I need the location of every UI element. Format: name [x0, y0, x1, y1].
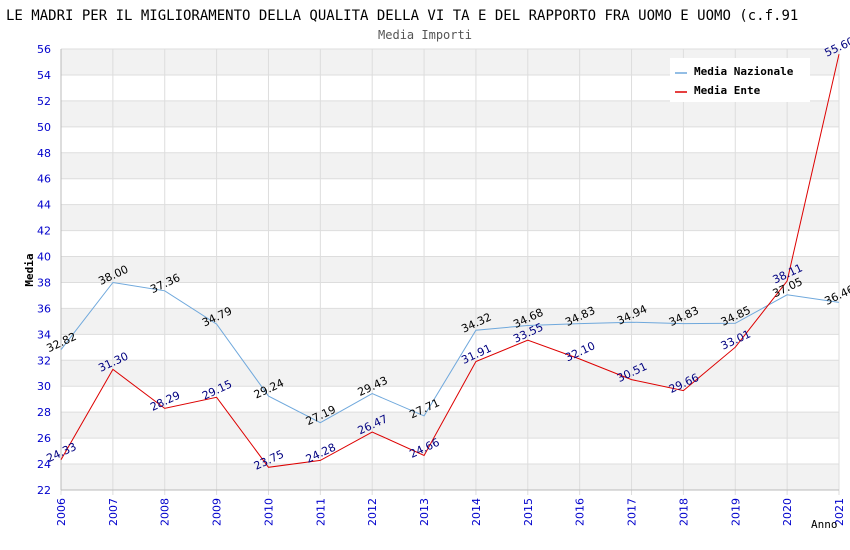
- y-tick-label: 32: [37, 354, 51, 367]
- y-tick-label: 44: [37, 199, 51, 212]
- grid-band: [61, 100, 839, 127]
- grid-band: [61, 256, 839, 283]
- x-axis-label: Anno: [811, 518, 838, 531]
- y-tick-label: 46: [37, 173, 51, 186]
- x-tick-label: 2008: [159, 498, 172, 526]
- x-tick-label: 2006: [55, 498, 68, 526]
- x-tick-label: 2020: [781, 498, 794, 526]
- y-tick-labels: 22 24 26 28 30 32 34 36 38 40 42 44 46 48 50 52 54 56: [37, 43, 51, 497]
- y-tick-label: 56: [37, 43, 51, 56]
- grid-bands: [61, 49, 839, 490]
- x-tick-label: 2015: [522, 498, 535, 526]
- x-tick-label: 2019: [729, 498, 742, 526]
- grid-band: [61, 464, 839, 490]
- grid-band: [61, 204, 839, 231]
- legend-label-media-ente: Media Ente: [694, 84, 761, 97]
- grid-band: [61, 308, 839, 335]
- y-tick-label: 48: [37, 147, 51, 160]
- x-tick-label: 2009: [211, 498, 224, 526]
- y-tick-label: 40: [37, 251, 51, 264]
- y-tick-label: 42: [37, 225, 51, 238]
- y-tick-label: 24: [37, 458, 51, 471]
- y-axis-label: Media: [23, 253, 36, 286]
- y-tick-label: 34: [37, 328, 51, 341]
- data-label: 36.46: [822, 283, 850, 308]
- x-tick-label: 2010: [262, 498, 275, 526]
- axes: [60, 49, 839, 491]
- y-tick-label: 26: [37, 432, 51, 445]
- y-tick-label: 30: [37, 380, 51, 393]
- x-tick-label: 2012: [366, 498, 379, 526]
- legend: Media Nazionale Media Ente: [670, 58, 810, 102]
- x-tick-label: 2011: [314, 498, 327, 526]
- x-tick-label: 2018: [677, 498, 690, 526]
- y-tick-label: 52: [37, 95, 51, 108]
- data-label: 28.29: [148, 389, 182, 414]
- series-line-media-nazionale: [60, 281, 840, 424]
- y-tick-label: 28: [37, 406, 51, 419]
- x-tick-labels: 2006 2007 2008 2009 2010 2011 2012 2013 2014 2015…: [55, 498, 846, 526]
- x-tick-label: 2007: [107, 498, 120, 526]
- series-line-media-ente: [60, 54, 840, 468]
- y-tick-label: 22: [37, 484, 51, 497]
- grid-band: [61, 152, 839, 179]
- x-tick-label: 2014: [470, 498, 483, 526]
- data-label: 24.66: [408, 436, 442, 461]
- x-tick-label: 2013: [418, 498, 431, 526]
- y-tick-label: 36: [37, 302, 51, 315]
- y-tick-label: 50: [37, 121, 51, 134]
- x-tick-label: 2016: [574, 498, 587, 526]
- y-tick-label: 38: [37, 276, 51, 289]
- x-tick-label: 2021: [833, 498, 846, 526]
- legend-box: [670, 58, 810, 102]
- chart-title: LE MADRI PER IL MIGLIORAMENTO DELLA QUAL…: [6, 8, 798, 24]
- grid-band: [61, 412, 839, 439]
- chart-subtitle: Media Importi: [378, 28, 472, 42]
- y-tick-label: 54: [37, 69, 51, 82]
- series-lines: [60, 54, 840, 468]
- x-tick-label: 2017: [626, 498, 639, 526]
- data-label: 24.28: [304, 441, 338, 466]
- legend-label-media-nazionale: Media Nazionale: [694, 65, 794, 78]
